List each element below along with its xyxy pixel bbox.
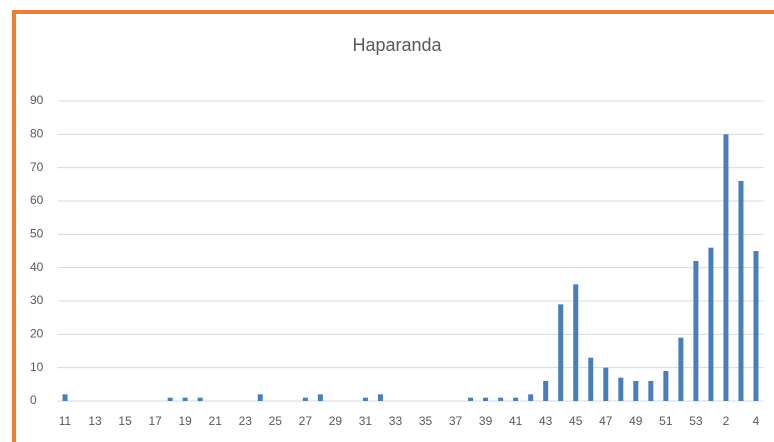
bar — [738, 181, 744, 401]
bar — [663, 371, 669, 401]
frame-left — [12, 10, 16, 442]
bar — [182, 397, 188, 401]
x-tick-label: 33 — [389, 414, 403, 428]
x-tick-label: 4 — [753, 414, 760, 428]
x-tick-label: 35 — [419, 414, 433, 428]
chart-title: Haparanda — [352, 35, 442, 55]
x-tick-label: 41 — [509, 414, 523, 428]
x-tick-label: 49 — [629, 414, 643, 428]
x-tick-label: 19 — [179, 414, 193, 428]
x-tick-label: 21 — [209, 414, 223, 428]
y-tick-label: 40 — [30, 260, 44, 274]
x-tick-label: 23 — [239, 414, 253, 428]
x-tick-label: 15 — [118, 414, 132, 428]
bar — [573, 284, 579, 401]
y-tick-label: 10 — [30, 360, 44, 374]
bar — [693, 261, 699, 401]
bar — [62, 394, 68, 401]
bar — [377, 394, 383, 401]
bar — [558, 304, 564, 401]
bar — [197, 397, 203, 401]
bar — [678, 337, 684, 401]
x-tick-label: 43 — [539, 414, 553, 428]
bar — [468, 397, 474, 401]
x-tick-label: 45 — [569, 414, 583, 428]
bar — [362, 397, 368, 401]
bar — [723, 134, 729, 402]
frame-top — [12, 10, 774, 14]
bar — [543, 381, 549, 401]
x-tick-label: 11 — [59, 414, 72, 428]
x-tick-label: 2 — [723, 414, 730, 428]
bar — [753, 251, 759, 401]
x-tick-label: 31 — [359, 414, 373, 428]
bar — [618, 377, 624, 401]
bar — [603, 367, 609, 401]
bar — [633, 381, 639, 401]
x-tick-label: 29 — [329, 414, 343, 428]
y-tick-label: 20 — [30, 327, 44, 341]
bar — [167, 397, 173, 401]
x-tick-label: 37 — [449, 414, 463, 428]
bar — [257, 394, 263, 401]
x-tick-label: 39 — [479, 414, 493, 428]
bar — [708, 247, 714, 401]
x-tick-label: 17 — [148, 414, 162, 428]
bar — [302, 397, 308, 401]
y-tick-label: 70 — [30, 160, 44, 174]
bar — [513, 397, 519, 401]
x-tick-label: 47 — [599, 414, 613, 428]
y-tick-label: 80 — [30, 127, 44, 141]
y-tick-label: 50 — [30, 227, 44, 241]
y-tick-label: 60 — [30, 193, 44, 207]
bar — [528, 394, 534, 401]
y-tick-label: 90 — [30, 93, 44, 107]
bar — [483, 397, 489, 401]
bar — [588, 357, 594, 401]
x-tick-label: 25 — [269, 414, 283, 428]
x-tick-label: 51 — [659, 414, 673, 428]
x-tick-label: 53 — [689, 414, 703, 428]
bar — [648, 381, 654, 401]
y-tick-label: 30 — [30, 293, 44, 307]
y-tick-label: 0 — [30, 393, 37, 407]
bar — [317, 394, 323, 401]
x-tick-label: 27 — [299, 414, 313, 428]
bar — [498, 397, 504, 401]
x-tick-label: 13 — [88, 414, 102, 428]
